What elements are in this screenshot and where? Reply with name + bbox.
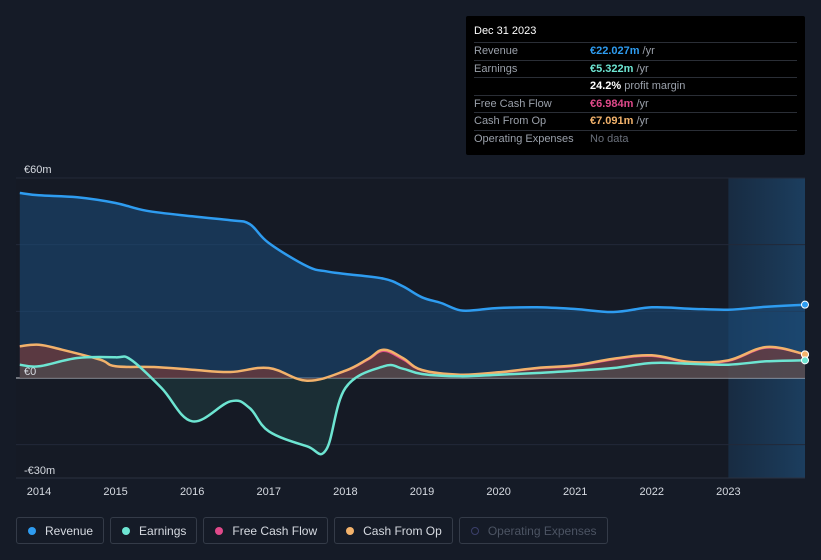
tooltip-row-label: Operating Expenses <box>474 132 574 145</box>
series-lines <box>19 191 806 456</box>
y-tick-label: €60m <box>24 164 52 176</box>
tooltip-row-value: €5.322m <box>590 62 634 75</box>
tooltip-rows: Revenue €22.027m/yr Earnings €5.322m/yr 24.2… <box>474 43 797 147</box>
legend-item-operating-expenses[interactable]: Operating Expenses <box>458 517 608 544</box>
tooltip-row-value: €22.027m <box>590 45 640 58</box>
tooltip-row-unit: /yr <box>636 115 649 128</box>
legend-label: Cash From Op <box>363 523 442 538</box>
tooltip-row-unit: /yr <box>636 97 649 110</box>
tooltip-row-value: 24.2% <box>590 80 622 93</box>
legend-label: Free Cash Flow <box>232 523 318 538</box>
x-tick-label: 2018 <box>333 486 357 498</box>
tooltip-row-unit: profit margin <box>624 80 686 93</box>
x-tick-label: 2019 <box>410 486 434 498</box>
legend-item-revenue[interactable]: Revenue <box>16 517 105 544</box>
tooltip-row-unit: /yr <box>642 45 655 58</box>
tooltip-row-value: No data <box>590 132 629 145</box>
tooltip-row-label: Earnings <box>474 62 518 75</box>
x-tick-label: 2015 <box>103 486 127 498</box>
legend-dot-icon <box>215 526 224 535</box>
legend-dot-icon <box>470 526 479 535</box>
legend-dot-icon <box>28 526 36 535</box>
tooltip-date: Dec 31 2023 <box>474 24 797 43</box>
legend-item-earnings[interactable]: Earnings <box>110 517 198 544</box>
legend: Revenue Earnings Free Cash Flow Cash From O… <box>16 517 608 544</box>
tooltip-row: Operating Expenses No data <box>474 131 797 148</box>
y-tick-label: €0 <box>24 366 36 378</box>
tooltip-row: Earnings €5.322m/yr <box>474 61 797 78</box>
tooltip-row-value: €6.984m <box>590 97 634 110</box>
endpoint-revenue <box>801 300 809 309</box>
legend-label: Operating Expenses <box>487 523 597 538</box>
endpoint-earnings <box>801 356 809 365</box>
tooltip-row: 24.2% profit margin <box>474 78 797 96</box>
x-tick-label: 2014 <box>27 486 51 498</box>
tooltip-row: Cash From Op €7.091m/yr <box>474 113 797 131</box>
x-tick-label: 2016 <box>180 486 204 498</box>
tooltip-row-label: Revenue <box>474 45 519 58</box>
area-earnings <box>19 356 806 455</box>
y-axis-labels: €60m €0 -€30m <box>24 164 55 477</box>
tooltip-row-value: €7.091m <box>590 115 634 128</box>
y-tick-label: -€30m <box>24 465 55 477</box>
x-tick-label: 2021 <box>563 486 587 498</box>
x-tick-label: 2017 <box>257 486 281 498</box>
x-axis-labels: 2014 2015 2016 2017 2018 2019 2020 2021 2022 2023 <box>27 486 741 498</box>
tooltip-row: Revenue €22.027m/yr <box>474 43 797 61</box>
x-tick-label: 2020 <box>486 486 510 498</box>
line-earnings <box>19 355 806 456</box>
tooltip-row: Free Cash Flow €6.984m/yr <box>474 96 797 113</box>
legend-item-cash-from-op[interactable]: Cash From Op <box>334 517 453 544</box>
legend-dot-icon <box>346 526 355 535</box>
area-revenue <box>19 193 806 378</box>
legend-label: Revenue <box>45 523 94 538</box>
legend-label: Earnings <box>139 523 187 538</box>
tooltip: Dec 31 2023 Revenue €22.027m/yr Earnings €5… <box>466 16 805 155</box>
tooltip-row-label: Free Cash Flow <box>474 97 552 110</box>
x-tick-label: 2022 <box>640 486 664 498</box>
tooltip-row-unit: /yr <box>636 62 649 75</box>
legend-item-free-cash-flow[interactable]: Free Cash Flow <box>203 517 329 544</box>
series-endpoints <box>801 300 809 365</box>
x-tick-label: 2023 <box>716 486 740 498</box>
tooltip-row-label: Cash From Op <box>474 115 547 128</box>
line-cash-from-op <box>19 343 806 382</box>
legend-dot-icon <box>122 526 131 535</box>
line-revenue <box>19 191 806 314</box>
